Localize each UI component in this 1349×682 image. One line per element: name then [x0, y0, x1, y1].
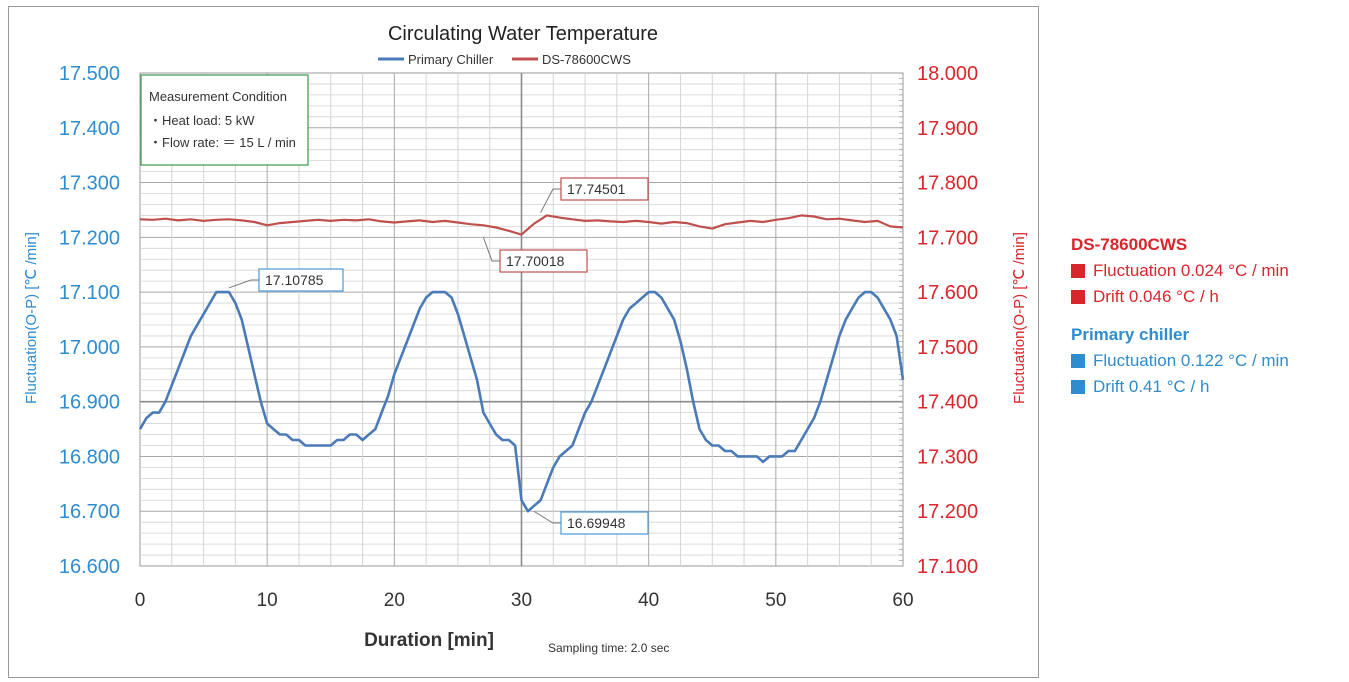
right-y-tick-label: 18.000 — [917, 63, 978, 85]
right-y-tick-label: 17.300 — [917, 446, 978, 468]
right-y-tick-label: 17.700 — [917, 227, 978, 249]
chart-frame — [8, 6, 1039, 678]
chart-title: Circulating Water Temperature — [388, 23, 658, 45]
spec-panel: DS-78600CWS Fluctuation 0.024 °C / min D… — [1071, 235, 1289, 397]
red-square-icon — [1071, 264, 1085, 278]
right-y-tick-label: 17.100 — [917, 556, 978, 578]
x-axis-label: Duration [min] — [364, 630, 494, 651]
left-y-tick-label: 17.400 — [59, 118, 120, 140]
measurement-condition-line: ・Heat load: 5 kW — [149, 113, 255, 128]
series-line-ds78600cws — [139, 214, 904, 236]
spec-drift-ds78600cws: Drift 0.046 °C / h — [1093, 287, 1219, 306]
left-y-tick-label: 17.500 — [59, 63, 120, 85]
left-y-tick-label: 17.100 — [59, 282, 120, 304]
blue-square-icon — [1071, 354, 1085, 368]
right-y-tick-label: 17.500 — [917, 337, 978, 359]
right-y-axis-label: Fluctuation(O-P) [℃ /min] — [1011, 232, 1028, 404]
right-y-tick-label: 17.200 — [917, 501, 978, 523]
left-y-tick-label: 16.900 — [59, 392, 120, 414]
left-y-tick-label: 17.000 — [59, 337, 120, 359]
blue-square-icon — [1071, 380, 1085, 394]
x-tick-label: 30 — [511, 590, 532, 611]
annotation-box — [560, 177, 649, 201]
temperature-chart: 16.600 16.700 16.800 16.900 17.000 17.100 17.2… — [23, 23, 1028, 655]
x-tick-label: 40 — [638, 590, 659, 611]
right-y-tick-label: 17.400 — [917, 392, 978, 414]
spec-fluctuation-primary-chiller: Fluctuation 0.122 °C / min — [1093, 351, 1289, 370]
spec-block-primary-chiller: Primary chiller Fluctuation 0.122 °C / m… — [1071, 325, 1289, 397]
left-y-axis-label: Fluctuation(O-P) [℃ /min] — [23, 232, 40, 404]
annotation-label: 16.69948 — [567, 515, 626, 531]
left-y-tick-label: 16.700 — [59, 501, 120, 523]
spec-block-ds78600cws: DS-78600CWS Fluctuation 0.024 °C / min D… — [1071, 235, 1289, 307]
x-tick-label: 20 — [384, 590, 405, 611]
measurement-condition-line: ・Flow rate: ＝ 15 L / min — [149, 135, 296, 150]
spec-row: Drift 0.046 °C / h — [1071, 287, 1289, 307]
legend-label-ds78600cws: DS-78600CWS — [542, 52, 631, 67]
measurement-condition-title: Measurement Condition — [149, 89, 287, 104]
measurement-condition-box — [140, 74, 309, 166]
annotation-leader — [540, 188, 561, 213]
annotation-box — [560, 511, 649, 535]
spec-drift-primary-chiller: Drift 0.41 °C / h — [1093, 377, 1210, 396]
annotation-label: 17.74501 — [567, 181, 626, 197]
x-tick-label: 50 — [765, 590, 786, 611]
left-y-tick-label: 17.300 — [59, 173, 120, 195]
series-line-primary-chiller — [138, 290, 905, 513]
annotation-box — [499, 249, 588, 273]
annotation-label: 17.10785 — [265, 272, 324, 288]
x-tick-label: 0 — [135, 590, 146, 611]
spec-heading-primary-chiller: Primary chiller — [1071, 325, 1190, 344]
x-tick-label: 10 — [257, 590, 278, 611]
left-y-tick-label: 16.800 — [59, 446, 120, 468]
sampling-note: Sampling time: 2.0 sec — [548, 641, 669, 655]
x-tick-label: 60 — [892, 590, 913, 611]
annotation-leader — [533, 511, 561, 524]
legend-label-primary-chiller: Primary Chiller — [408, 52, 494, 67]
spec-heading-ds78600cws: DS-78600CWS — [1071, 235, 1188, 254]
annotation-label: 17.70018 — [506, 253, 565, 269]
annotation-leader — [228, 279, 259, 289]
spec-row: Fluctuation 0.122 °C / min — [1071, 351, 1289, 371]
spec-row: Drift 0.41 °C / h — [1071, 377, 1289, 397]
annotation-leader — [482, 237, 500, 262]
spec-row: Fluctuation 0.024 °C / min — [1071, 261, 1289, 281]
spec-fluctuation-ds78600cws: Fluctuation 0.024 °C / min — [1093, 261, 1289, 280]
annotation-box — [258, 268, 344, 292]
right-y-tick-label: 17.600 — [917, 282, 978, 304]
left-y-tick-label: 16.600 — [59, 556, 120, 578]
red-square-icon — [1071, 290, 1085, 304]
right-y-tick-label: 17.900 — [917, 118, 978, 140]
right-y-tick-label: 17.800 — [917, 173, 978, 195]
left-y-tick-label: 17.200 — [59, 227, 120, 249]
